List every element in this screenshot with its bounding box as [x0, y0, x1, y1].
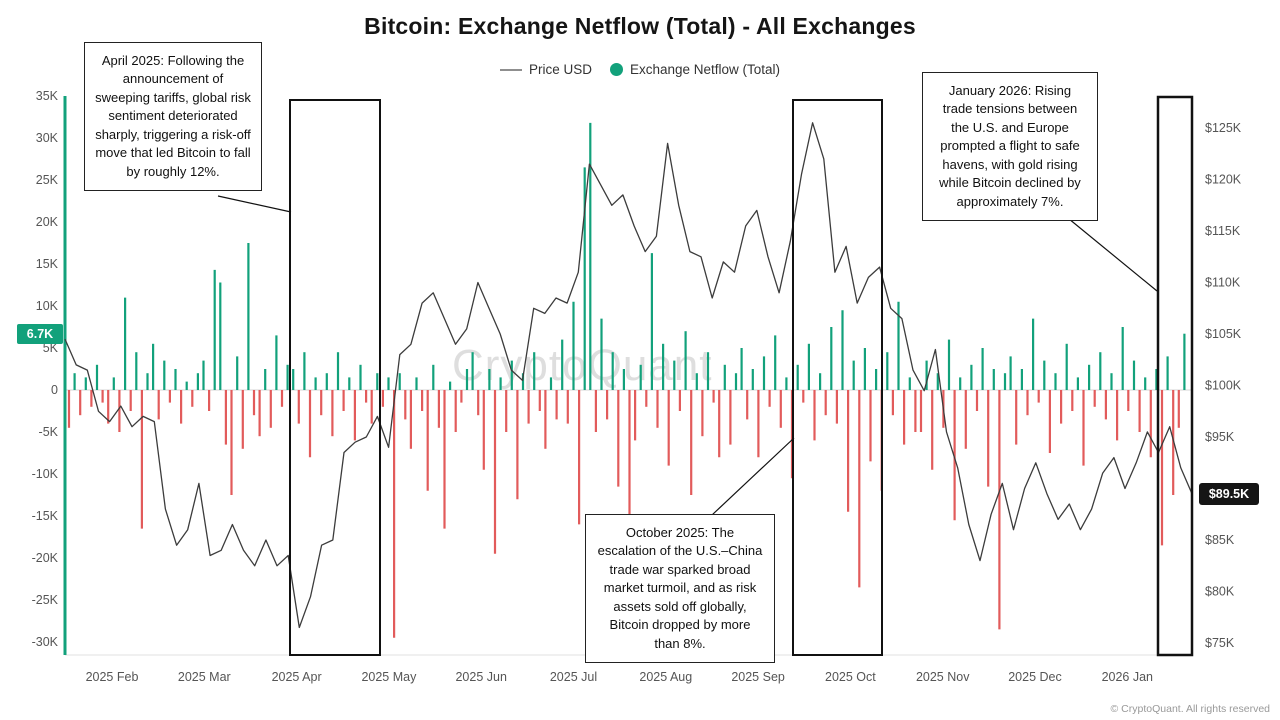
highlight-box [792, 99, 883, 656]
left-axis-tick-label: 25K [36, 173, 59, 187]
highlight-box [1156, 95, 1194, 657]
price-current-badge: $89.5K [1199, 482, 1259, 505]
cryptoquant-watermark: CryptoQuant [452, 341, 713, 390]
left-axis-tick-label: 0 [51, 383, 58, 397]
netflow-dot-swatch-icon [609, 63, 623, 76]
x-axis-tick-label: 2025 Oct [825, 670, 876, 684]
x-axis-tick-label: 2025 Mar [178, 670, 231, 684]
left-axis-tick-label: 15K [36, 257, 59, 271]
left-axis-tick-label: -25K [32, 593, 59, 607]
right-axis-tick-label: $80K [1205, 585, 1235, 599]
annotation-october-2025: October 2025: The escalation of the U.S.… [585, 514, 775, 664]
left-axis-tick-label: 20K [36, 215, 59, 229]
legend-price-label: Price USD [528, 62, 592, 77]
chart-legend: Price USD Exchange Netflow (Total) [0, 62, 1280, 77]
right-axis-tick-label: $125K [1205, 121, 1242, 135]
annotation-april-2025: April 2025: Following the announcement o… [84, 42, 262, 192]
right-axis-tick-label: $75K [1205, 636, 1235, 650]
legend-item-price[interactable]: Price USD [499, 62, 592, 77]
left-axis-tick-label: -20K [32, 551, 59, 565]
right-axis-tick-label: $110K [1205, 276, 1241, 290]
right-axis-tick-label: $85K [1205, 533, 1235, 547]
x-axis-tick-label: 2025 Feb [86, 670, 139, 684]
left-axis-tick-label: -10K [32, 467, 59, 481]
price-line[interactable] [64, 122, 1193, 629]
x-axis-tick-label: 2025 Dec [1008, 670, 1062, 684]
x-axis-tick-label: 2025 Jun [455, 670, 506, 684]
left-axis-tick-label: -30K [32, 635, 59, 649]
annotation-connector [217, 195, 292, 213]
left-axis-tick-label: -5K [39, 425, 59, 439]
highlight-box [289, 99, 381, 656]
copyright-footer: © CryptoQuant. All rights reserved [1110, 703, 1270, 715]
price-line-swatch-icon [499, 68, 522, 71]
x-axis-tick-label: 2026 Jan [1102, 670, 1153, 684]
left-axis-tick-label: 10K [36, 299, 59, 313]
right-axis-tick-label: $100K [1205, 379, 1242, 393]
right-axis-tick-label: $95K [1205, 430, 1235, 444]
left-axis-tick-label: 30K [36, 131, 59, 145]
left-axis-tick-label: 35K [36, 89, 59, 103]
x-axis-tick-label: 2025 Apr [272, 670, 322, 684]
left-axis-tick-label: 5K [43, 341, 59, 355]
annotation-connector [711, 437, 795, 516]
netflow-current-badge: 6.7K [17, 323, 63, 344]
annotation-january-2026: January 2026: Rising trade tensions betw… [922, 72, 1098, 222]
x-axis-tick-label: 2025 Aug [639, 670, 692, 684]
x-axis-tick-label: 2025 Nov [916, 670, 970, 684]
legend-netflow-label: Exchange Netflow (Total) [629, 62, 781, 77]
x-axis-tick-label: 2025 Jul [550, 670, 597, 684]
x-axis-tick-label: 2025 Sep [731, 670, 785, 684]
right-axis-tick-label: $120K [1205, 173, 1242, 187]
right-axis-tick-label: $115K [1205, 224, 1241, 238]
left-axis-tick-label: -15K [32, 509, 59, 523]
chart-title: Bitcoin: Exchange Netflow (Total) - All … [364, 13, 916, 39]
legend-item-netflow[interactable]: Exchange Netflow (Total) [609, 62, 781, 77]
x-axis-tick-label: 2025 May [361, 670, 417, 684]
right-axis-tick-label: $105K [1205, 327, 1242, 341]
